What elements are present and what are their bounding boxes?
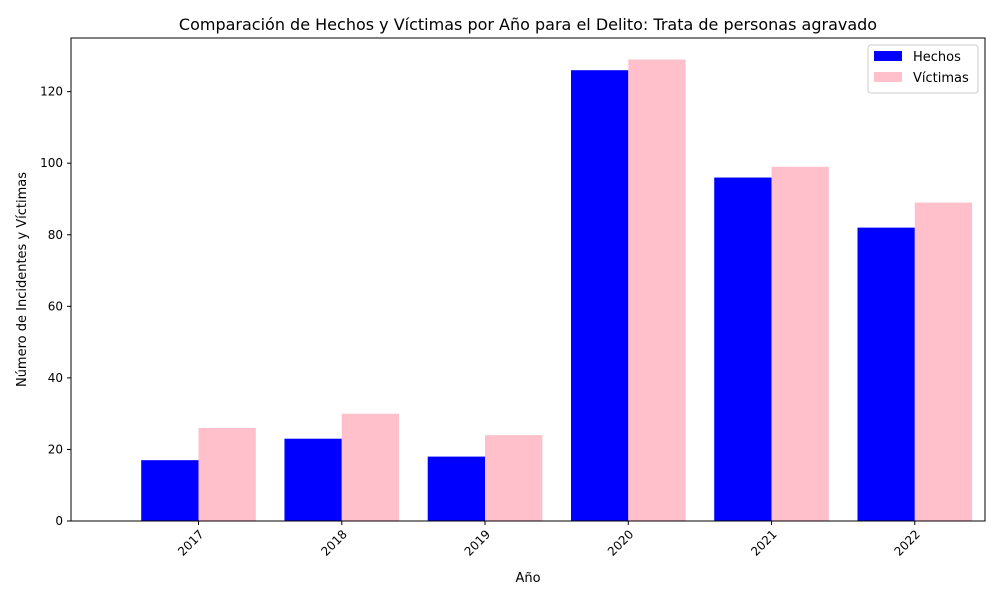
x-tick-label: 2019 (462, 527, 493, 558)
legend-swatch (874, 72, 902, 82)
y-axis: 0 20 40 60 80 100 120 (40, 85, 71, 528)
legend-label: Hechos (913, 50, 961, 65)
plot-frame (70, 37, 986, 522)
x-tick-label: 2022 (891, 527, 922, 558)
legend-swatch (874, 51, 902, 61)
y-tick-label: 20 (48, 442, 63, 456)
y-tick-label: 0 (55, 514, 63, 528)
x-tick-label: 2021 (748, 527, 779, 558)
bar-v-ctimas-2017 (198, 427, 256, 521)
bar-hechos-2022 (857, 227, 915, 521)
chart-title: Comparación de Hechos y Víctimas por Año… (179, 15, 877, 34)
bar-v-ctimas-2018 (341, 413, 400, 521)
plot-bars (141, 59, 973, 522)
x-tick-label: 2017 (175, 527, 206, 558)
y-tick-label: 100 (40, 156, 63, 170)
y-axis-label: Número de Incidentes y Víctimas (15, 172, 30, 387)
bar-hechos-2017 (141, 460, 199, 521)
y-tick-label: 40 (48, 371, 63, 385)
bar-v-ctimas-2022 (914, 202, 973, 522)
bar-hechos-2021 (714, 177, 772, 522)
y-tick-label: 80 (48, 228, 63, 242)
bar-hechos-2019 (427, 456, 486, 521)
x-axis-label: Año (515, 571, 540, 586)
x-tick-label: 2018 (318, 527, 349, 558)
legend: Hechos Víctimas (867, 44, 979, 94)
x-axis: 2017 2018 2019 2020 2021 2022 (175, 521, 923, 559)
bar-v-ctimas-2020 (628, 59, 686, 521)
bar-hechos-2018 (284, 438, 342, 521)
bar-hechos-2020 (570, 70, 629, 521)
x-tick-label: 2020 (605, 527, 636, 558)
bar-v-ctimas-2019 (485, 435, 543, 521)
y-tick-label: 60 (48, 299, 63, 313)
legend-label: Víctimas (913, 71, 969, 86)
y-tick-label: 120 (40, 85, 63, 99)
bar-v-ctimas-2021 (771, 166, 829, 522)
